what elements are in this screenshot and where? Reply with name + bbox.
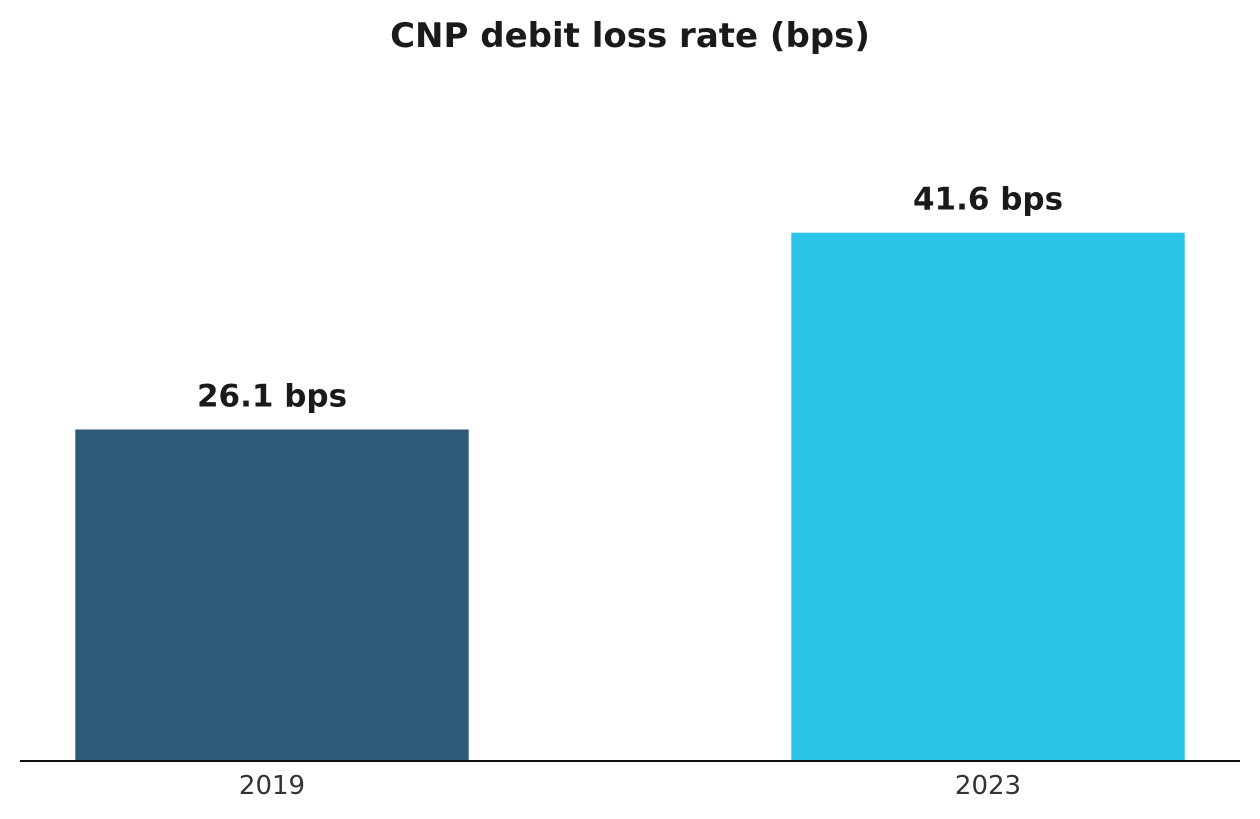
data-labels-layer: 26.1 bps 41.6 bps [197, 182, 1063, 415]
chart-title: CNP debit loss rate (bps) [390, 16, 870, 56]
data-label-2023: 41.6 bps [913, 182, 1063, 218]
bars-layer [75, 232, 1185, 761]
data-label-2019: 26.1 bps [197, 379, 347, 415]
bar-2019 [75, 429, 469, 761]
x-tick-labels-layer: 2019 2023 [239, 771, 1021, 801]
x-tick-label-2019: 2019 [239, 771, 305, 801]
bar-2023 [791, 232, 1185, 761]
x-tick-label-2023: 2023 [955, 771, 1021, 801]
